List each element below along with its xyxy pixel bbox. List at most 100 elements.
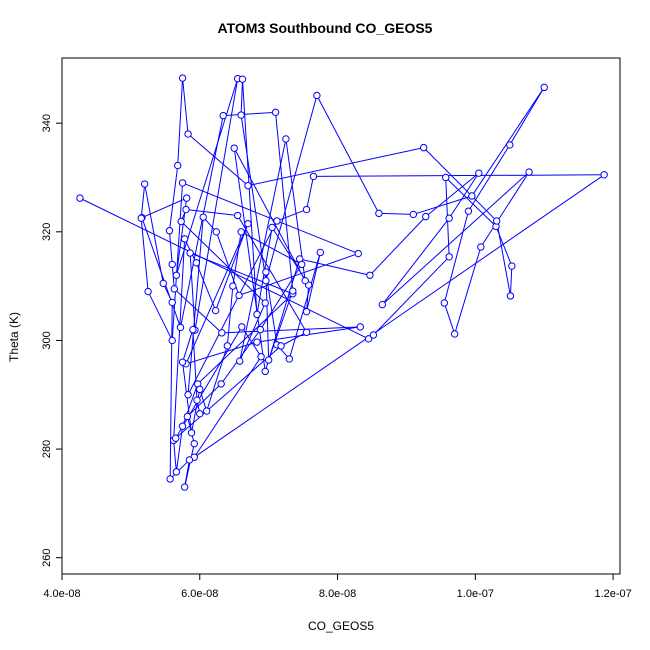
data-point: [285, 355, 294, 363]
series-segment: [215, 223, 249, 311]
x-tick-label: 8.0e-08: [319, 588, 356, 600]
series-segment: [179, 115, 224, 328]
data-point: [184, 130, 192, 138]
series-segment: [194, 78, 239, 331]
data-point: [271, 108, 280, 117]
data-point: [230, 144, 238, 152]
data-point: [264, 356, 273, 364]
series-segment: [306, 176, 314, 210]
data-point: [442, 173, 450, 182]
series-segment: [147, 291, 173, 341]
series-segment: [182, 329, 194, 363]
data-point: [176, 323, 185, 332]
series-segment: [316, 95, 380, 214]
series-segment: [195, 262, 217, 311]
data-point: [182, 194, 191, 202]
data-point: [168, 298, 176, 307]
series-segment: [193, 356, 262, 458]
data-point: [199, 213, 207, 221]
data-point: [166, 475, 174, 483]
series-segment: [247, 147, 424, 187]
data-point: [316, 248, 325, 257]
series-segment: [140, 218, 149, 292]
data-point: [178, 74, 187, 82]
series-segment: [288, 252, 321, 360]
data-point: [236, 357, 244, 365]
series-segment: [171, 182, 184, 341]
series-segment: [275, 112, 294, 292]
data-point: [508, 262, 516, 270]
data-point: [354, 249, 362, 258]
data-point: [219, 111, 227, 120]
series-segment: [169, 302, 173, 479]
series-segment: [175, 426, 184, 472]
data-point: [193, 396, 201, 404]
data-point: [289, 287, 297, 295]
plot-frame: [61, 57, 621, 575]
data-point: [277, 342, 285, 350]
data-point: [492, 217, 501, 225]
data-point: [244, 219, 252, 228]
data-point: [440, 299, 449, 307]
series-segment: [199, 389, 208, 412]
series-segment: [206, 345, 228, 412]
x-tick-label: 6.0e-08: [181, 588, 218, 600]
series-segment: [509, 266, 513, 296]
series-segment: [445, 177, 497, 227]
data-point: [229, 282, 237, 290]
series-segment: [175, 78, 239, 276]
series-segment: [168, 165, 179, 231]
data-point: [218, 329, 226, 337]
series-segment: [443, 211, 469, 304]
x-tick-label: 1.0e-07: [457, 588, 494, 600]
series-segment: [185, 223, 249, 365]
series-segment: [239, 138, 287, 362]
data-point: [419, 143, 428, 152]
y-tick-label: 300: [41, 331, 53, 349]
data-point: [202, 407, 211, 415]
y-tick-label: 280: [41, 440, 53, 458]
data-point: [186, 249, 194, 257]
data-point: [445, 214, 453, 222]
series-segment: [233, 148, 266, 372]
series-segment: [182, 182, 359, 255]
data-point: [187, 429, 196, 437]
series-segment: [496, 220, 511, 296]
data-point: [137, 214, 145, 222]
data-point: [244, 181, 252, 190]
data-point: [192, 259, 201, 267]
data-point: [506, 292, 515, 300]
data-point: [172, 271, 181, 279]
series-segment: [378, 212, 414, 215]
series-segment: [443, 302, 456, 335]
series-segment: [413, 195, 473, 215]
data-point: [422, 212, 430, 221]
series-segment: [238, 253, 359, 296]
data-point: [364, 335, 373, 343]
series-segment: [184, 443, 195, 488]
data-point: [172, 468, 181, 476]
series-segment: [381, 171, 530, 305]
data-point: [468, 192, 476, 200]
series-segment: [265, 95, 318, 281]
data-point: [144, 287, 152, 296]
x-axis-label: CO_GEOS5: [307, 619, 375, 633]
data-point: [76, 194, 84, 202]
data-point: [257, 353, 265, 361]
series-layer: [76, 74, 608, 491]
data-point: [261, 367, 269, 376]
data-point: [178, 358, 187, 366]
data-point: [185, 456, 194, 464]
series-segment: [264, 258, 301, 372]
series-segment: [187, 383, 222, 417]
data-point: [253, 310, 261, 319]
data-point: [178, 179, 187, 187]
series-segment: [480, 171, 530, 248]
data-point: [302, 205, 311, 214]
data-point: [178, 422, 187, 430]
chart-title: ATOM3 Southbound CO_GEOS5: [217, 20, 433, 36]
y-tick-label: 260: [41, 549, 53, 567]
data-point: [475, 169, 483, 177]
series-segment: [197, 293, 294, 385]
